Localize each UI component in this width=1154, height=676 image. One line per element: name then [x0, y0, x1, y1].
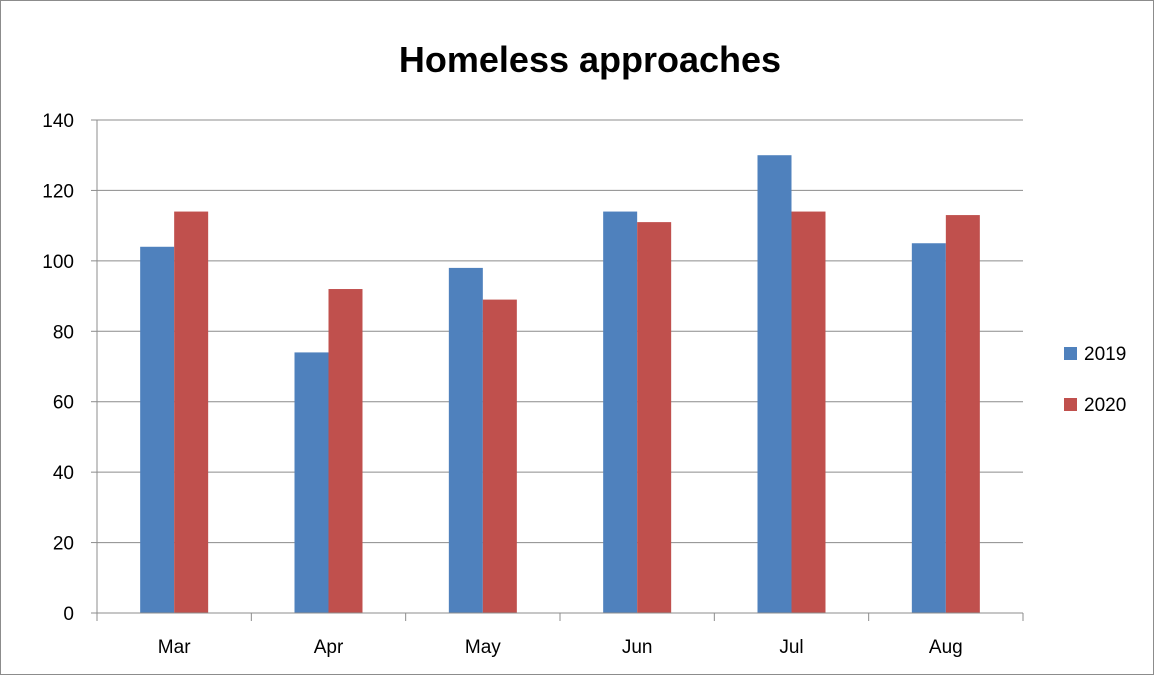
bar-2019-Jul	[757, 155, 792, 613]
bars	[140, 155, 980, 614]
y-tick-label: 100	[42, 252, 74, 273]
y-tick-label: 120	[42, 181, 74, 202]
bar-2020-Jun	[637, 222, 672, 613]
chart-title: Homeless approaches	[399, 39, 781, 80]
legend-label-2020: 2020	[1084, 395, 1126, 416]
bar-2020-May	[482, 299, 517, 613]
bar-2019-Jun	[603, 211, 638, 614]
x-tick-label: Jul	[779, 637, 803, 658]
y-tick-label: 80	[53, 322, 74, 343]
legend-label-2019: 2019	[1084, 344, 1126, 365]
bar-2019-May	[448, 267, 483, 613]
x-tick-label: May	[465, 637, 501, 658]
legend-swatch-2019	[1064, 347, 1077, 360]
y-tick-label: 0	[63, 604, 74, 625]
legend-swatch-2020	[1064, 398, 1077, 411]
axes: 0 20 40 60 80 100 120 140 Mar Apr May Jun Jul Aug	[42, 111, 1024, 658]
bar-2020-Mar	[174, 211, 209, 614]
gridlines	[97, 119, 1023, 544]
bar-2020-Apr	[328, 289, 363, 613]
y-tick-label: 40	[53, 463, 74, 484]
y-tick-label: 140	[42, 111, 74, 132]
y-tick-label: 20	[53, 534, 74, 555]
x-tick-label: Aug	[929, 637, 963, 658]
x-tick-label: Jun	[622, 637, 653, 658]
x-tick-label: Mar	[158, 637, 191, 658]
bar-2019-Aug	[911, 243, 946, 613]
legend: 2019 2020	[1064, 344, 1126, 416]
x-tick-label: Apr	[314, 637, 344, 658]
bar-2019-Apr	[294, 352, 329, 613]
bar-2020-Jul	[791, 211, 826, 614]
y-tick-label: 60	[53, 393, 74, 414]
bar-2020-Aug	[945, 215, 980, 614]
bar-2019-Mar	[140, 246, 175, 613]
